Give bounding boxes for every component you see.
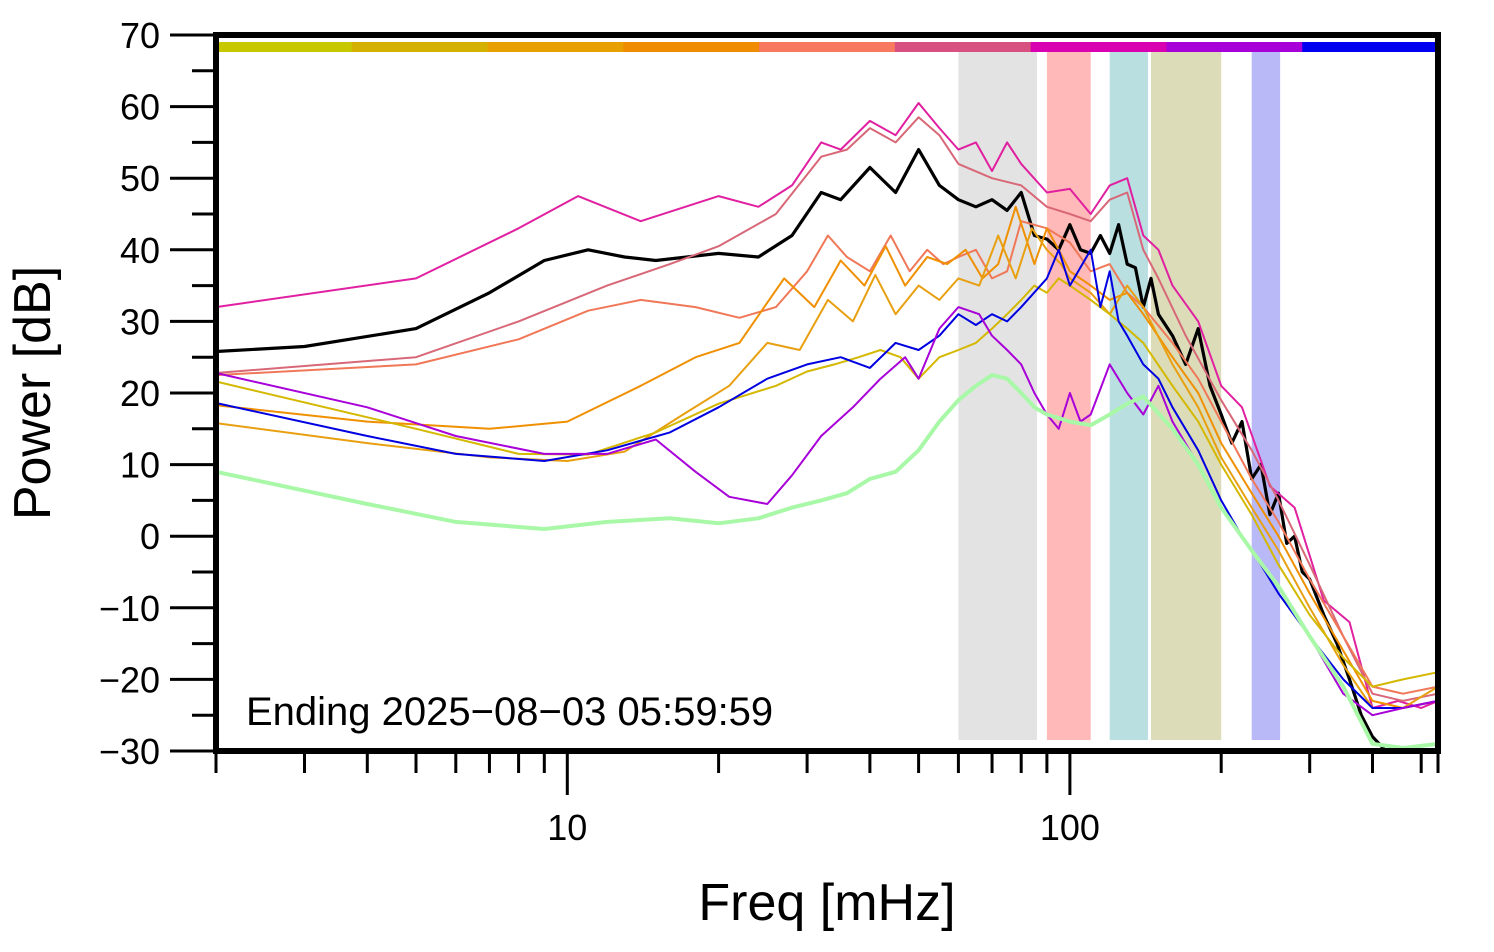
color-bar-segment-3 <box>623 42 760 52</box>
color-bar-segment-1 <box>351 42 489 52</box>
color-bar-segment-5 <box>894 42 1032 52</box>
x-axis: 10 100 <box>214 751 1440 848</box>
series-line-4 <box>215 205 1439 709</box>
series-lines <box>214 102 1440 750</box>
color-bar-segment-6 <box>1030 42 1167 52</box>
y-tick-label: 50 <box>120 158 160 199</box>
y-axis: 70 60 50 40 30 20 10 0 −10 −20 −30 <box>99 15 216 772</box>
y-tick-label: 0 <box>140 516 160 557</box>
y-tick-label: −10 <box>99 588 160 629</box>
color-bar-segment-0 <box>216 42 353 52</box>
y-tick-label: 30 <box>120 301 160 342</box>
series-line-3 <box>215 220 1439 695</box>
series-line-9 <box>214 373 1440 750</box>
color-bar-segment-8 <box>1302 42 1439 52</box>
x-tick-label: 10 <box>547 807 587 848</box>
annotation-ending: Ending 2025−08−03 05:59:59 <box>246 690 773 734</box>
x-tick-label: 100 <box>1040 807 1100 848</box>
y-tick-label: −30 <box>99 731 160 772</box>
y-tick-label: 60 <box>120 87 160 128</box>
series-line-2 <box>215 116 1439 702</box>
y-tick-label: 70 <box>120 15 160 56</box>
freq-band-4 <box>1251 52 1281 740</box>
y-tick-label: −20 <box>99 659 160 700</box>
y-tick-label: 10 <box>120 445 160 486</box>
y-tick-label: 20 <box>120 373 160 414</box>
series-line-5 <box>215 227 1439 709</box>
x-axis-title: Freq [mHz] <box>698 874 955 932</box>
series-line-6 <box>215 277 1439 688</box>
color-bar-segment-4 <box>759 42 896 52</box>
color-bar-segment-7 <box>1166 42 1303 52</box>
color-bar-segment-2 <box>487 42 624 52</box>
y-tick-label: 40 <box>120 230 160 271</box>
series-line-1 <box>215 102 1439 709</box>
color-bar <box>216 42 1439 52</box>
series-line-0 <box>214 148 1385 750</box>
y-axis-title: Power [dB] <box>4 266 62 520</box>
